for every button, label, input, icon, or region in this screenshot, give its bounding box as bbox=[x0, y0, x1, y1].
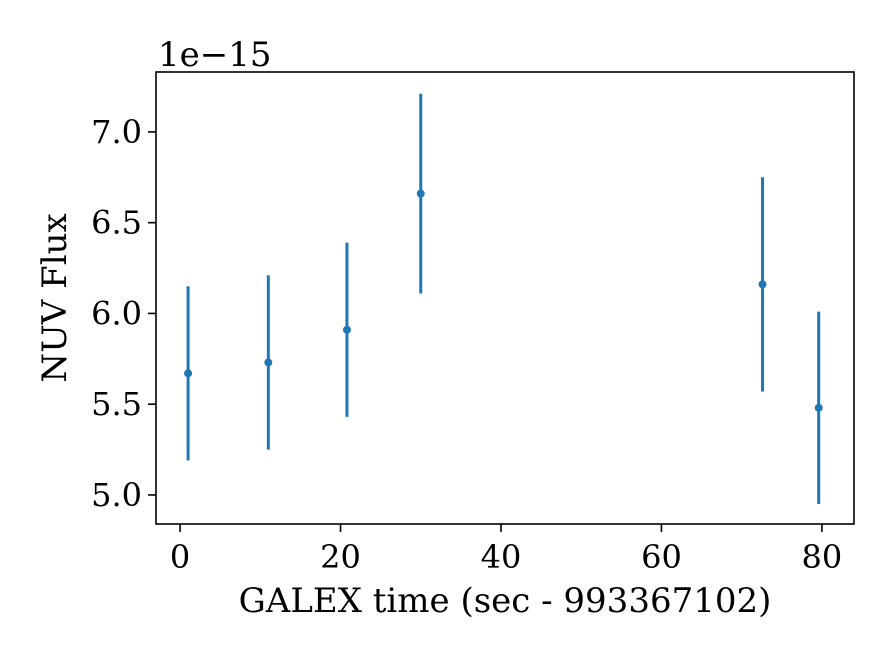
x-tick-label: 0 bbox=[170, 538, 190, 576]
data-point bbox=[814, 403, 823, 412]
data-point bbox=[264, 358, 273, 367]
y-tick-label: 7.0 bbox=[91, 113, 142, 151]
data-point bbox=[416, 189, 425, 198]
x-axis-label: GALEX time (sec - 993367102) bbox=[239, 581, 772, 621]
y-offset-label: 1e−15 bbox=[158, 35, 272, 75]
x-tick-label: 40 bbox=[481, 538, 522, 576]
data-point bbox=[184, 369, 193, 378]
x-tick-label: 80 bbox=[802, 538, 843, 576]
x-tick-label: 20 bbox=[320, 538, 361, 576]
data-point bbox=[342, 325, 351, 334]
y-tick-label: 5.5 bbox=[91, 385, 142, 423]
y-axis-label: NUV Flux bbox=[35, 213, 75, 382]
marks-layer bbox=[184, 93, 823, 505]
y-tick-label: 6.5 bbox=[91, 204, 142, 242]
ticks-layer: 0 20 40 60 80 5.0 5.5 6.0 6.5 7.0 bbox=[91, 113, 842, 576]
plot-frame bbox=[155, 71, 855, 525]
data-point bbox=[758, 280, 767, 289]
y-tick-label: 6.0 bbox=[91, 294, 142, 332]
y-tick-label: 5.0 bbox=[91, 476, 142, 514]
x-tick-label: 60 bbox=[641, 538, 682, 576]
